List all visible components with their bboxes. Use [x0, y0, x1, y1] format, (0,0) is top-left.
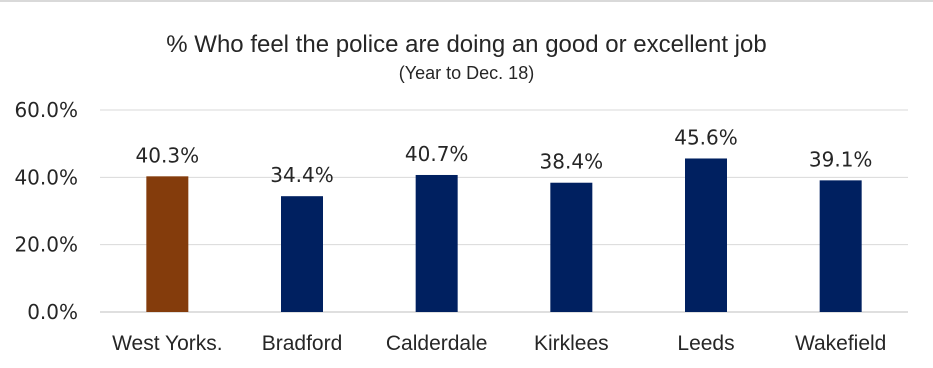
x-tick-label: Calderdale	[386, 332, 488, 355]
bar-calderdale	[415, 174, 458, 312]
chart-title: % Who feel the police are doing an good …	[166, 31, 767, 58]
x-tick-label: Wakefield	[795, 332, 886, 355]
bar-kirklees	[550, 182, 593, 312]
bar-leeds	[685, 158, 727, 312]
y-tick-label: 40.0%	[14, 165, 78, 189]
y-tick-label: 0.0%	[27, 300, 78, 324]
bar-west-yorks	[146, 176, 189, 312]
data-label: 34.4%	[270, 163, 334, 187]
y-tick-label: 60.0%	[14, 98, 78, 122]
data-label: 38.4%	[540, 150, 604, 174]
data-label: 40.7%	[405, 142, 469, 166]
x-tick-label: West Yorks.	[112, 332, 223, 355]
bar-wakefield	[819, 180, 862, 312]
x-tick-label: Kirklees	[534, 332, 609, 355]
chart-subtitle: (Year to Dec. 18)	[398, 63, 535, 83]
x-tick-label: Bradford	[262, 332, 343, 355]
x-tick-label: Leeds	[677, 332, 734, 355]
data-label: 39.1%	[809, 147, 873, 171]
y-tick-label: 20.0%	[14, 233, 78, 257]
data-label: 45.6%	[674, 125, 738, 149]
bar-bradford	[281, 196, 323, 312]
data-label: 40.3%	[136, 143, 200, 167]
